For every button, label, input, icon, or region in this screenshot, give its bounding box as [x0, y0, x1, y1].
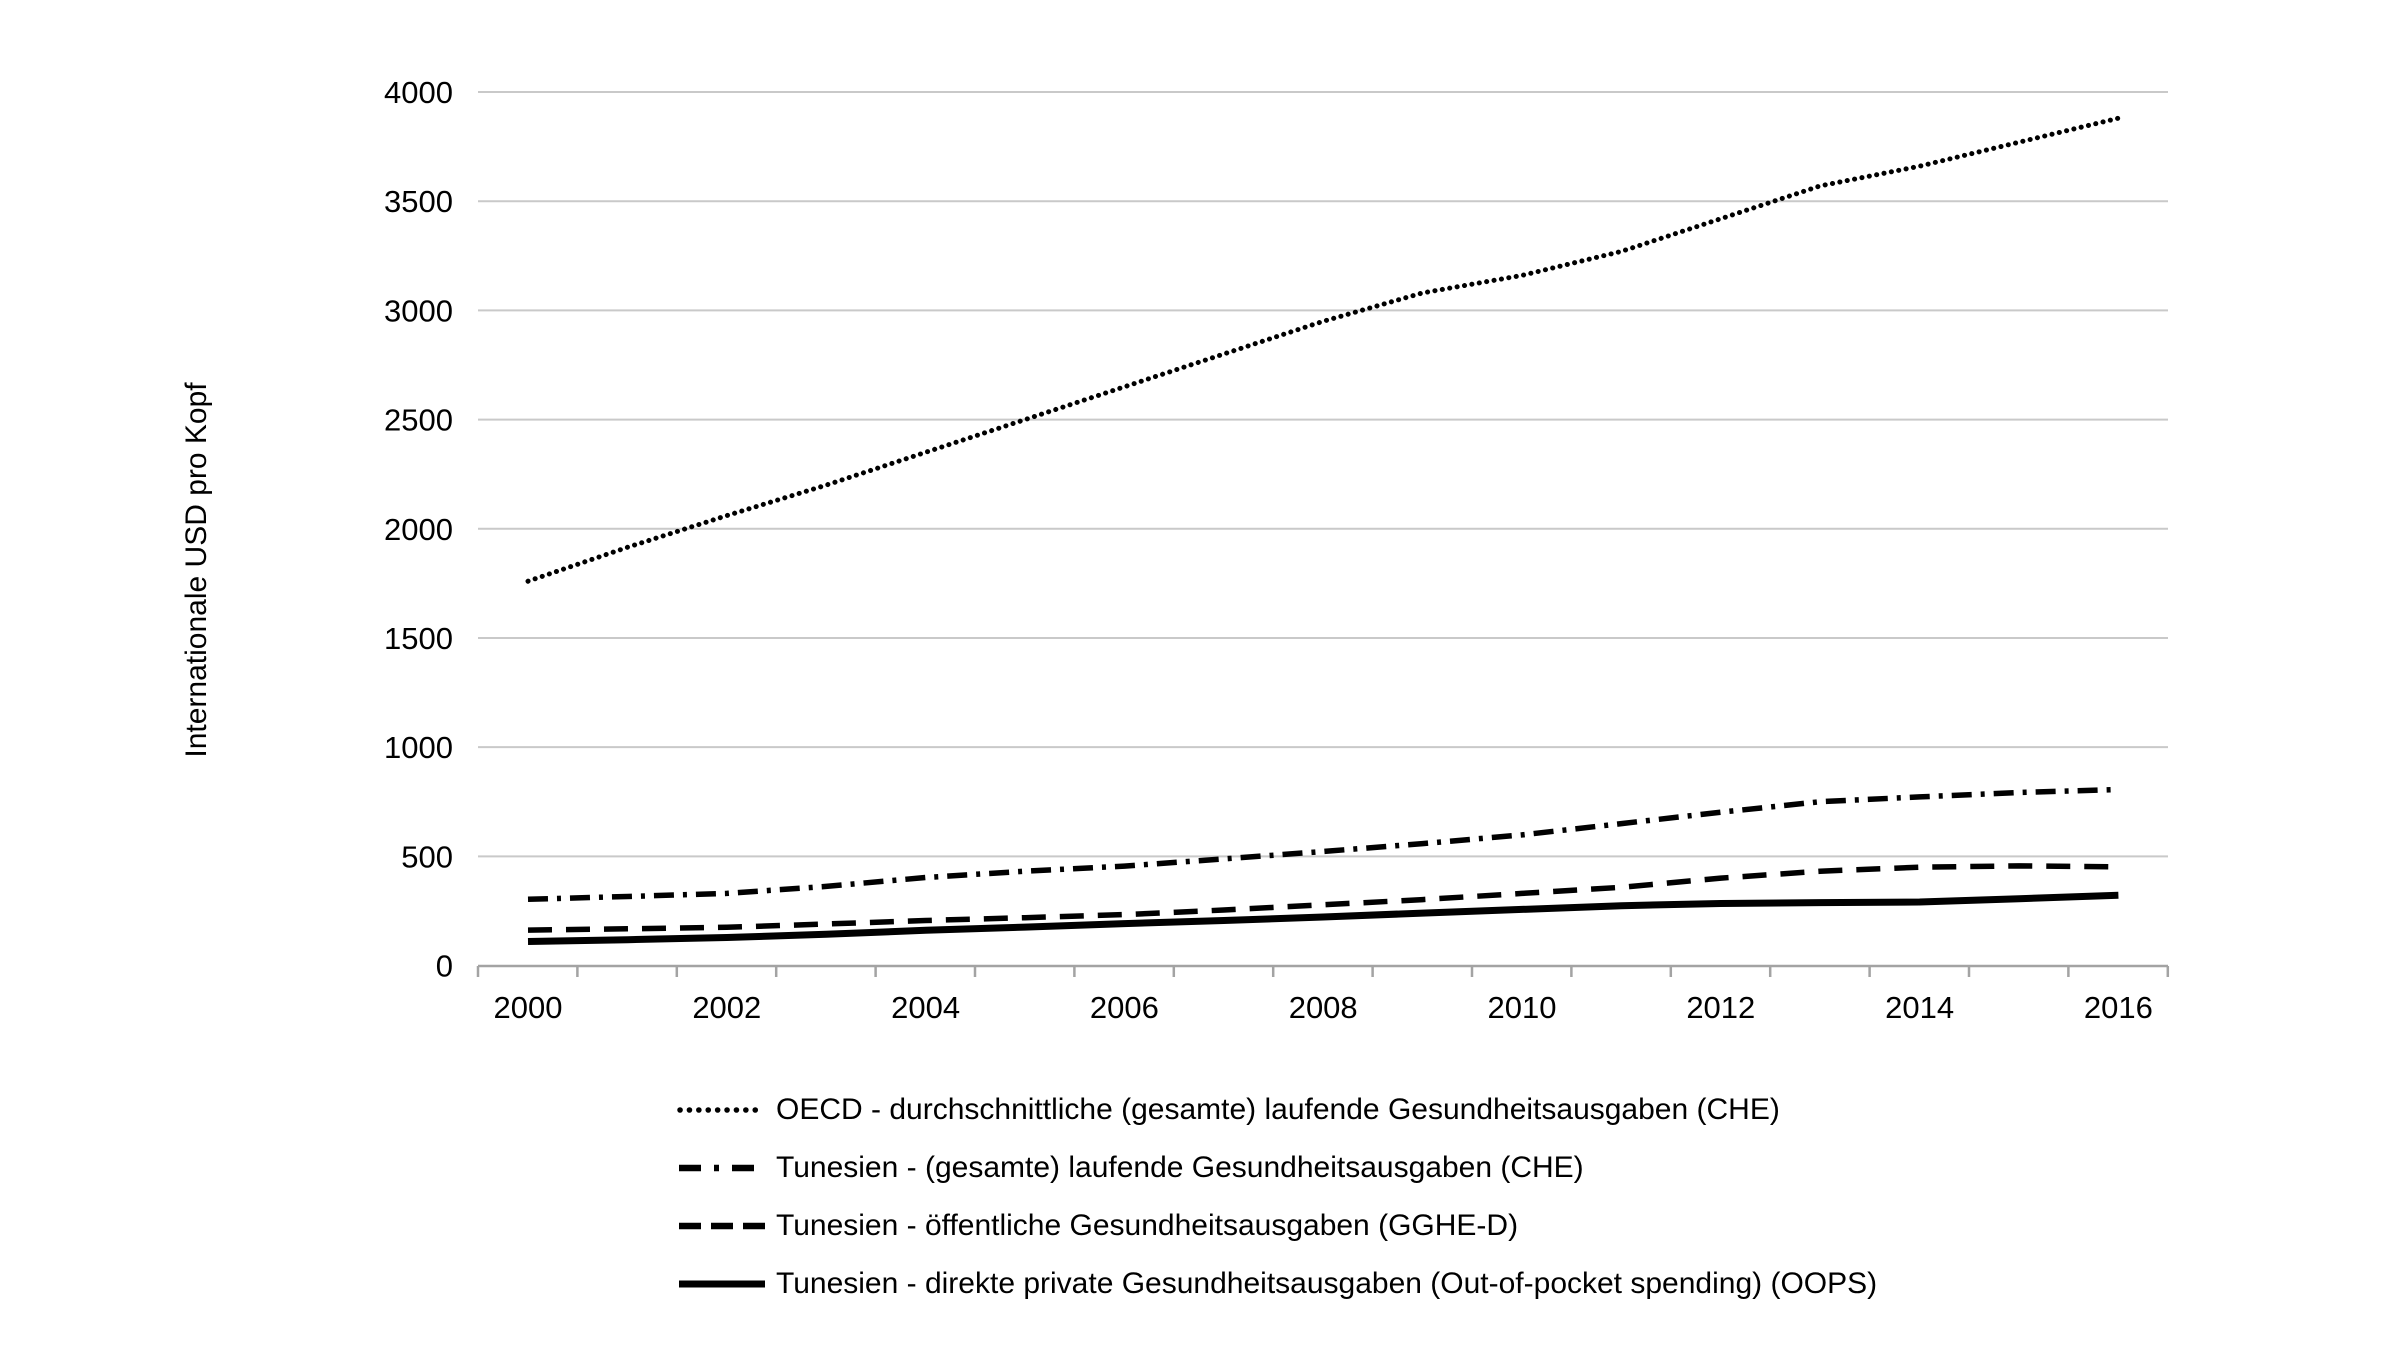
- y-tick-label-4000: 4000: [384, 75, 453, 110]
- legend-marker-dashed-line: [679, 1222, 765, 1230]
- x-tick-label-2004: 2004: [891, 990, 960, 1025]
- x-tick-label-2002: 2002: [692, 990, 761, 1025]
- legend-marker-dash-dot-line: [679, 1164, 765, 1172]
- legend-item-tunesien-oops: Tunesien - direkte private Gesundheitsau…: [677, 1267, 1877, 1301]
- y-tick-label-0: 0: [436, 949, 453, 984]
- legend-label: Tunesien - (gesamte) laufende Gesundheit…: [776, 1151, 1584, 1184]
- legend-label: Tunesien - direkte private Gesundheitsau…: [776, 1267, 1878, 1300]
- legend-item-oecd-che: OECD - durchschnittliche (gesamte) laufe…: [677, 1093, 1780, 1127]
- gridlines-layer: [478, 91, 2168, 858]
- series-layer: [525, 115, 2121, 945]
- y-tick-label-500: 500: [401, 839, 453, 874]
- legend-label: OECD - durchschnittliche (gesamte) laufe…: [776, 1093, 1780, 1126]
- series-line-tunesien-che: [527, 786, 2119, 903]
- x-tick-label-2006: 2006: [1090, 990, 1159, 1025]
- legend-item-tunesien-che: Tunesien - (gesamte) laufende Gesundheit…: [677, 1151, 1584, 1185]
- y-tick-label-3000: 3000: [384, 293, 453, 328]
- x-tick-label-2014: 2014: [1885, 990, 1954, 1025]
- x-tick-label-2016: 2016: [2084, 990, 2153, 1025]
- axes-layer: 0 500 1000 1500 2000 2500 3000 3500 4000 2000 2002…: [384, 75, 2170, 1025]
- x-tick-label-2000: 2000: [494, 990, 563, 1025]
- series-line-tunesien-oops: [527, 891, 2119, 945]
- legend-label: Tunesien - öffentliche Gesundheitsausgab…: [776, 1209, 1519, 1242]
- y-tick-label-1500: 1500: [384, 621, 453, 656]
- y-tick-label-2000: 2000: [384, 512, 453, 547]
- y-tick-label-3500: 3500: [384, 184, 453, 219]
- y-axis-title: Internationale USD pro Kopf: [180, 382, 213, 758]
- legend-marker-dotted-line: [677, 1107, 767, 1113]
- y-tick-label-2500: 2500: [384, 403, 453, 438]
- legend-marker-solid-line: [679, 1280, 765, 1288]
- x-tick-label-2008: 2008: [1289, 990, 1358, 1025]
- legend-item-tunesien-gghe-d: Tunesien - öffentliche Gesundheitsausgab…: [677, 1209, 1518, 1243]
- series-line-oecd-che: [525, 115, 2121, 584]
- x-tick-label-2012: 2012: [1686, 990, 1755, 1025]
- x-tick-label-2010: 2010: [1488, 990, 1557, 1025]
- y-tick-label-1000: 1000: [384, 730, 453, 765]
